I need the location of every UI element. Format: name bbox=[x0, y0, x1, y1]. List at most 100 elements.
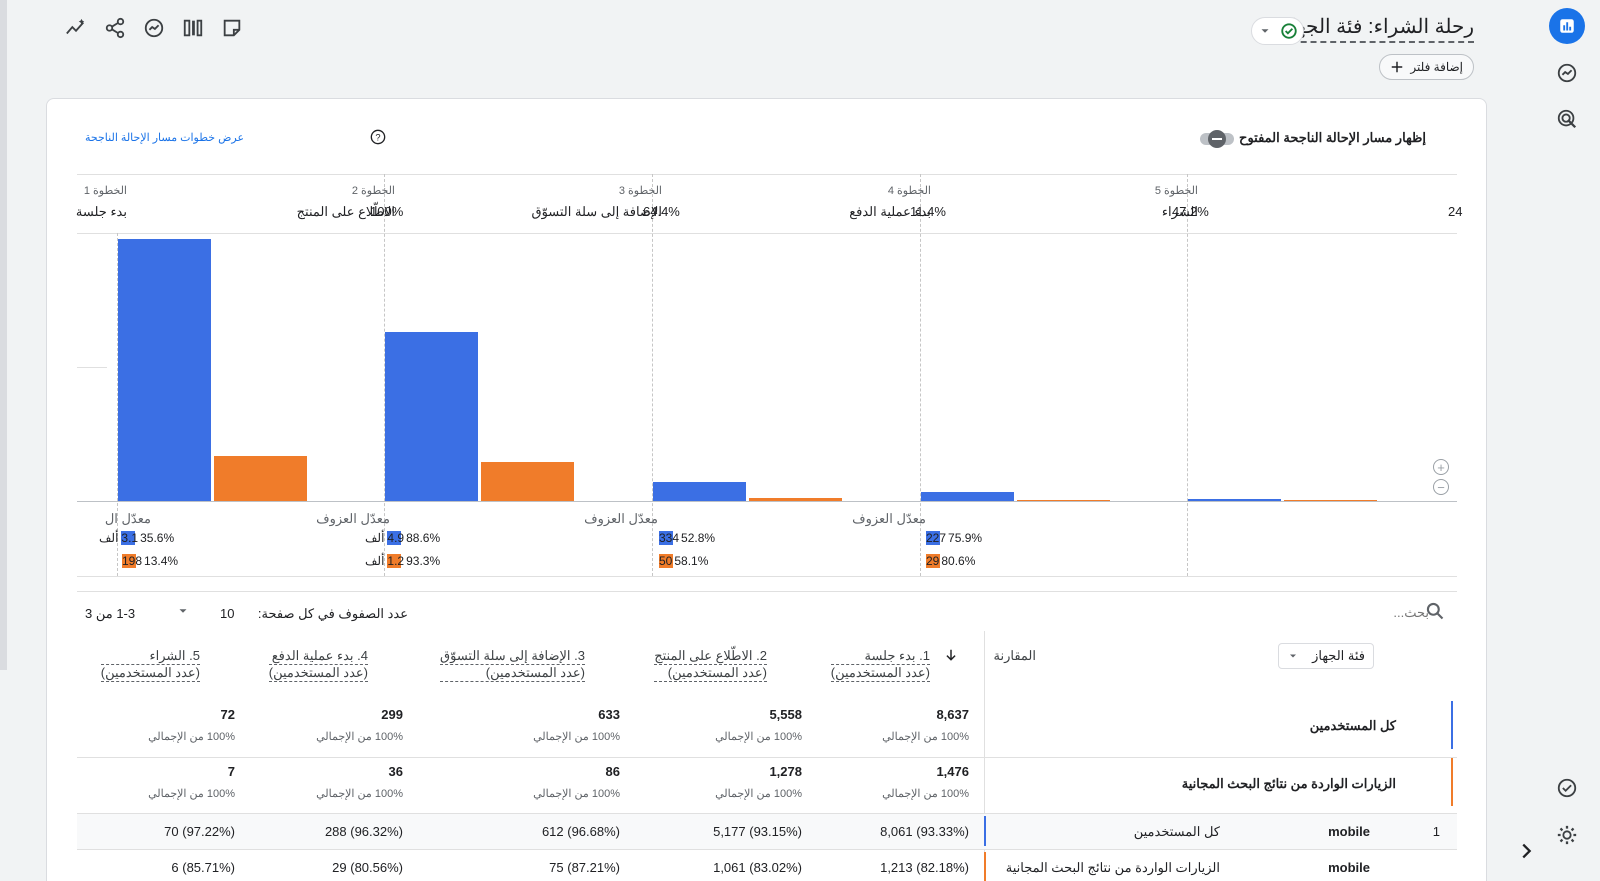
step-2-pct: 100% bbox=[370, 204, 404, 219]
data-cell: 70 (97.22%) bbox=[164, 824, 235, 839]
zoom-in-icon[interactable]: + bbox=[1433, 459, 1449, 475]
chevron-right-icon[interactable] bbox=[1515, 840, 1537, 862]
step-divider bbox=[117, 233, 118, 576]
series-swatch bbox=[122, 554, 136, 568]
abandon-pct: 75.9% bbox=[948, 531, 983, 545]
rows-per-page-value[interactable]: 10 bbox=[220, 606, 235, 621]
funnel-bar-organic-step-1[interactable] bbox=[214, 456, 307, 501]
data-cell: 1,213 (82.18%) bbox=[880, 860, 969, 875]
open-funnel-link[interactable]: عرض خطوات مسار الإحالة الناجحة bbox=[85, 132, 245, 144]
funnel-bar-organic-step-2[interactable] bbox=[481, 462, 574, 501]
abandon-1-orange: 198 13.4% bbox=[122, 554, 178, 568]
abandon-count: 50 bbox=[659, 554, 673, 568]
funnel-bar-all-users-step-5[interactable] bbox=[1188, 499, 1281, 501]
column-header-step-3[interactable]: 3. الإضافة إلى سلة التسوّق (عدد المستخدمي… bbox=[440, 648, 585, 682]
step-1-head: الخطوة 1 bbox=[83, 185, 127, 197]
table-row[interactable] bbox=[77, 814, 1457, 849]
column-header-step-2[interactable]: 2. الاطّلاع على المنتج (عدد المستخدمين) bbox=[654, 648, 767, 682]
page-title: رحلة الشراء: فئة الجهاز bbox=[1281, 14, 1474, 43]
columns-icon[interactable] bbox=[179, 14, 207, 42]
abandon-unit: ألف bbox=[365, 554, 385, 568]
funnel-bar-organic-step-5[interactable] bbox=[1284, 500, 1377, 501]
total-cell-sub: 100% من الإجمالي bbox=[148, 731, 235, 743]
abandon-pct: 13.4% bbox=[144, 554, 179, 568]
total-cell: 8,637 bbox=[936, 707, 969, 722]
abandonment-label: معدّل العزوف bbox=[852, 511, 926, 526]
funnel-bar-all-users-step-4[interactable] bbox=[921, 492, 1014, 501]
total-cell-sub: 100% من الإجمالي bbox=[533, 788, 620, 800]
series-color-bar bbox=[984, 816, 986, 846]
table-frozen-divider bbox=[984, 631, 985, 881]
funnel-bar-organic-step-4[interactable] bbox=[1017, 500, 1110, 501]
abandon-pct: 88.6% bbox=[406, 531, 441, 545]
search-input[interactable] bbox=[1329, 602, 1429, 622]
share-icon[interactable] bbox=[101, 14, 129, 42]
data-cell: 29 (80.56%) bbox=[332, 860, 403, 875]
total-cell: 86 bbox=[605, 764, 620, 779]
total-cell-sub: 100% من الإجمالي bbox=[715, 788, 802, 800]
total-cell-sub: 100% من الإجمالي bbox=[715, 731, 802, 743]
compare-icon[interactable] bbox=[140, 14, 168, 42]
title-status-chip[interactable] bbox=[1251, 17, 1304, 45]
column-header-step-4[interactable]: 4. بدء عملية الدفع (عدد المستخدمين) bbox=[268, 648, 368, 682]
funnel-bar-all-users-step-2[interactable] bbox=[385, 332, 478, 501]
step-5-name: الشراء bbox=[1161, 204, 1198, 219]
row-divider bbox=[77, 757, 1457, 758]
notes-icon[interactable] bbox=[218, 14, 246, 42]
open-funnel-toggle-label: إظهار مسار الإحالة الناجحة المفتوح bbox=[1239, 130, 1426, 145]
step-3-name: الإضافة إلى سلة التسوّق bbox=[531, 204, 662, 219]
funnel-bar-organic-step-3[interactable] bbox=[749, 498, 842, 501]
step-4-pct: 11.4% bbox=[910, 204, 946, 219]
open-funnel-toggle[interactable] bbox=[1200, 130, 1236, 148]
chart-header-rule bbox=[77, 233, 1457, 234]
total-cell: 1,278 bbox=[769, 764, 802, 779]
row-segment: الزيارات الواردة من نتائج البحث المجانية bbox=[1005, 860, 1220, 875]
step-2-name: الاطّلاع على المنتج bbox=[296, 204, 395, 219]
total-cell-sub: 100% من الإجمالي bbox=[533, 731, 620, 743]
step-divider bbox=[384, 174, 385, 576]
abandon-unit: ألف bbox=[365, 531, 385, 545]
series-color-bar bbox=[1451, 758, 1453, 806]
step-divider bbox=[652, 174, 653, 576]
row-segment: كل المستخدمين bbox=[1133, 824, 1220, 839]
reports-icon[interactable] bbox=[1549, 8, 1585, 44]
add-filter-button[interactable]: إضافة فلتر bbox=[1379, 54, 1474, 80]
series-color-bar bbox=[984, 852, 986, 881]
column-header-step-1[interactable]: 1. بدء جلسة (عدد المستخدمين) bbox=[830, 648, 930, 682]
sort-arrow-down-icon[interactable] bbox=[944, 648, 958, 662]
step-1-name: بدء جلسة bbox=[75, 204, 127, 219]
abandon-2-orange: ألف 1.2 93.3% bbox=[365, 554, 440, 568]
total-cell: 633 bbox=[598, 707, 620, 722]
total-cell: 72 bbox=[220, 707, 235, 722]
total-cell-sub: 100% من الإجمالي bbox=[148, 788, 235, 800]
column-header-step-5[interactable]: 5. الشراء (عدد المستخدمين) bbox=[100, 648, 200, 682]
advertising-icon[interactable] bbox=[1549, 101, 1585, 137]
abandon-pct: 93.3% bbox=[406, 554, 441, 568]
series-swatch bbox=[659, 554, 673, 568]
row-divider bbox=[77, 849, 1457, 850]
series-swatch bbox=[387, 554, 402, 568]
insights-icon[interactable] bbox=[62, 14, 90, 42]
funnel-bar-all-users-step-1[interactable] bbox=[118, 239, 211, 501]
gear-icon[interactable] bbox=[1549, 817, 1585, 853]
pagination-label: 1-3 من 3 bbox=[85, 606, 136, 621]
series-swatch bbox=[926, 554, 940, 568]
abandon-count: 227 bbox=[926, 531, 947, 545]
y-gridline bbox=[77, 367, 107, 368]
help-icon[interactable]: ? bbox=[370, 129, 386, 145]
abandon-2-blue: ألف 4.9 88.6% bbox=[365, 531, 440, 545]
dimension-select[interactable]: فئة الجهاز bbox=[1278, 643, 1374, 669]
explore-icon[interactable] bbox=[1549, 55, 1585, 91]
total-cell: 36 bbox=[388, 764, 403, 779]
chevron-down-icon[interactable] bbox=[176, 604, 190, 618]
zoom-out-icon[interactable]: − bbox=[1433, 479, 1449, 495]
step-divider bbox=[920, 174, 921, 576]
total-cell: 299 bbox=[381, 707, 403, 722]
check-icon[interactable] bbox=[1549, 770, 1585, 806]
plus-icon bbox=[1392, 61, 1403, 73]
section-divider bbox=[77, 591, 1457, 592]
total-row-label: الزيارات الواردة من نتائج البحث المجانية bbox=[1181, 776, 1396, 791]
abandon-4-orange: 29 80.6% bbox=[926, 554, 975, 568]
funnel-bar-all-users-step-3[interactable] bbox=[653, 482, 746, 501]
chevron-down-icon bbox=[1261, 29, 1269, 33]
